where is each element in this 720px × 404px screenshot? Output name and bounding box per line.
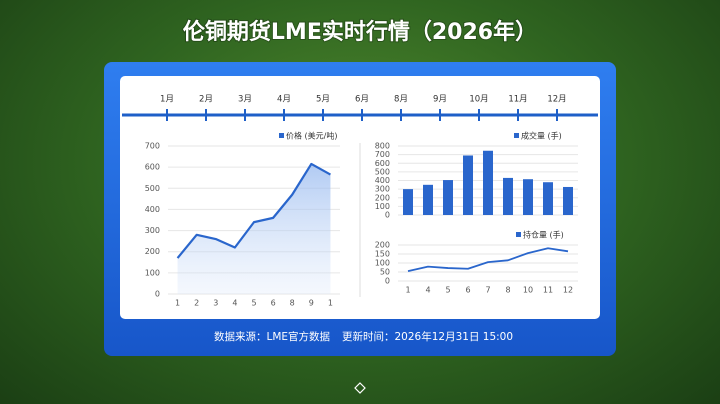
y-tick-label: 300 — [145, 226, 160, 235]
y-tick-label: 150 — [375, 250, 390, 259]
bar — [543, 182, 553, 215]
legend-label: 价格 (美元/吨) — [286, 131, 337, 141]
footer-updated: 更新时间：2026年12月31日 15:00 — [342, 330, 513, 343]
x-tick-label: 8 — [290, 299, 295, 308]
legend-swatch — [279, 133, 284, 138]
timeline-label: 10月 — [469, 95, 488, 105]
x-tick-label: 6 — [271, 299, 276, 308]
timeline-label: 11月 — [508, 95, 527, 105]
y-tick-label: 400 — [145, 205, 160, 214]
line — [176, 162, 331, 259]
timeline-label: 5月 — [316, 95, 330, 105]
x-tick-label: 8 — [505, 286, 510, 295]
y-tick-label: 200 — [375, 241, 390, 250]
footer-source: 数据来源：LME官方数据 — [214, 330, 331, 343]
y-tick-label: 50 — [380, 268, 390, 277]
title: 伦铜期货LME实时行情（2026年） — [183, 19, 537, 45]
y-tick-label: 500 — [145, 184, 160, 193]
timeline-label: 1月 — [160, 95, 174, 105]
x-tick-label: 9 — [309, 299, 314, 308]
bar — [403, 189, 413, 215]
x-tick-label: 5 — [251, 299, 256, 308]
x-tick-label: 1 — [405, 286, 410, 295]
bar — [423, 184, 433, 215]
timeline-label: 2月 — [199, 95, 213, 105]
x-tick-label: 11 — [543, 286, 553, 295]
timeline-label: 4月 — [277, 95, 291, 105]
x-tick-label: 2 — [194, 299, 199, 308]
y-tick-label: 0 — [385, 277, 390, 286]
area — [177, 163, 331, 294]
y-tick-label: 400 — [375, 176, 390, 185]
bar — [463, 155, 473, 215]
timeline-label: 9月 — [433, 95, 447, 105]
x-tick-label: 4 — [232, 299, 237, 308]
y-tick-label: 100 — [145, 268, 160, 277]
bar — [503, 177, 513, 215]
y-tick-label: 0 — [155, 290, 160, 299]
timeline-label: 8月 — [394, 95, 408, 105]
timeline-label: 12月 — [547, 95, 566, 105]
y-tick-label: 300 — [375, 185, 390, 194]
y-tick-label: 100 — [375, 202, 390, 211]
y-tick-label: 600 — [145, 163, 160, 172]
y-tick-label: 800 — [375, 142, 390, 151]
x-tick-label: 6 — [465, 286, 470, 295]
x-tick-label: 3 — [213, 299, 218, 308]
y-tick-label: 200 — [145, 247, 160, 256]
bar — [483, 150, 493, 215]
y-tick-label: 200 — [375, 193, 390, 202]
y-tick-label: 0 — [385, 211, 390, 220]
timeline-label: 6月 — [355, 95, 369, 105]
x-tick-label: 1 — [175, 299, 180, 308]
y-tick-label: 500 — [375, 167, 390, 176]
legend-label: 成交量 (手) — [521, 131, 562, 141]
y-tick-label: 600 — [375, 159, 390, 168]
page-indicator — [354, 382, 366, 394]
x-tick-label: 10 — [523, 286, 533, 295]
y-tick-label: 700 — [375, 150, 390, 159]
bar — [443, 180, 453, 215]
bar — [563, 186, 573, 215]
legend-swatch — [514, 133, 519, 138]
x-tick-label: 4 — [425, 286, 430, 295]
y-tick-label: 700 — [145, 142, 160, 151]
timeline-label: 3月 — [238, 95, 252, 105]
line — [407, 247, 569, 272]
x-tick-label: 12 — [563, 286, 573, 295]
x-tick-label: 5 — [445, 286, 450, 295]
legend-label: 持仓量 (手) — [523, 230, 564, 240]
x-tick-label: 1 — [328, 299, 333, 308]
legend-swatch — [516, 232, 521, 237]
y-tick-label: 100 — [375, 259, 390, 268]
bar — [523, 179, 533, 215]
x-tick-label: 7 — [485, 286, 490, 295]
